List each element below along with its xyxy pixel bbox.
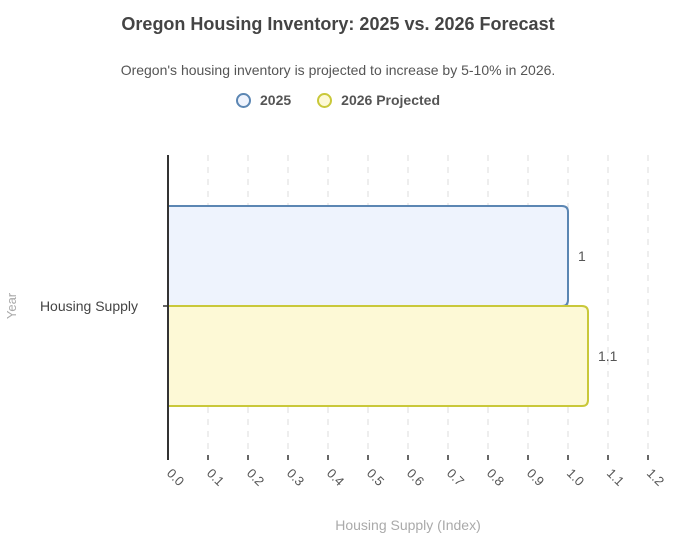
chart-title: Oregon Housing Inventory: 2025 vs. 2026 …: [121, 14, 555, 34]
bar-2025: [167, 205, 569, 307]
y-axis-title: Year: [4, 292, 19, 319]
legend-item-2026-projected[interactable]: 2026 Projected: [317, 92, 440, 108]
x-tick-label: 0.0: [164, 466, 187, 489]
legend-label: 2026 Projected: [341, 92, 440, 108]
legend-swatch-icon: [317, 92, 333, 108]
x-axis-title: Housing Supply (Index): [335, 517, 481, 533]
x-tick-label: 0.8: [484, 466, 507, 489]
x-tick-label: 0.1: [204, 466, 227, 489]
y-tick-label: Housing Supply: [40, 298, 138, 314]
x-tick-label: 1.1: [604, 466, 627, 489]
data-label: 1.1: [598, 348, 618, 364]
chart-subtitle: Oregon's housing inventory is projected …: [120, 62, 556, 78]
legend-label: 2025: [260, 92, 292, 108]
legend-item-2025[interactable]: 2025: [236, 92, 291, 108]
x-tick-label: 0.3: [284, 466, 307, 489]
x-tick-label: 1.2: [644, 466, 667, 489]
legend-swatch-icon: [236, 92, 251, 108]
x-tick-label: 0.5: [364, 466, 387, 489]
x-tick-label: 0.9: [524, 466, 547, 489]
data-label: 1: [578, 248, 586, 264]
bar-2026-projected: [167, 305, 589, 407]
x-tick-label: 0.7: [444, 466, 467, 489]
x-tick-label: 0.2: [244, 466, 267, 489]
x-tick-label: 1.0: [564, 466, 587, 489]
x-tick-label: 0.6: [404, 466, 427, 489]
x-tick-label: 0.4: [324, 466, 347, 489]
legend: 2025 2026 Projected: [0, 92, 676, 108]
